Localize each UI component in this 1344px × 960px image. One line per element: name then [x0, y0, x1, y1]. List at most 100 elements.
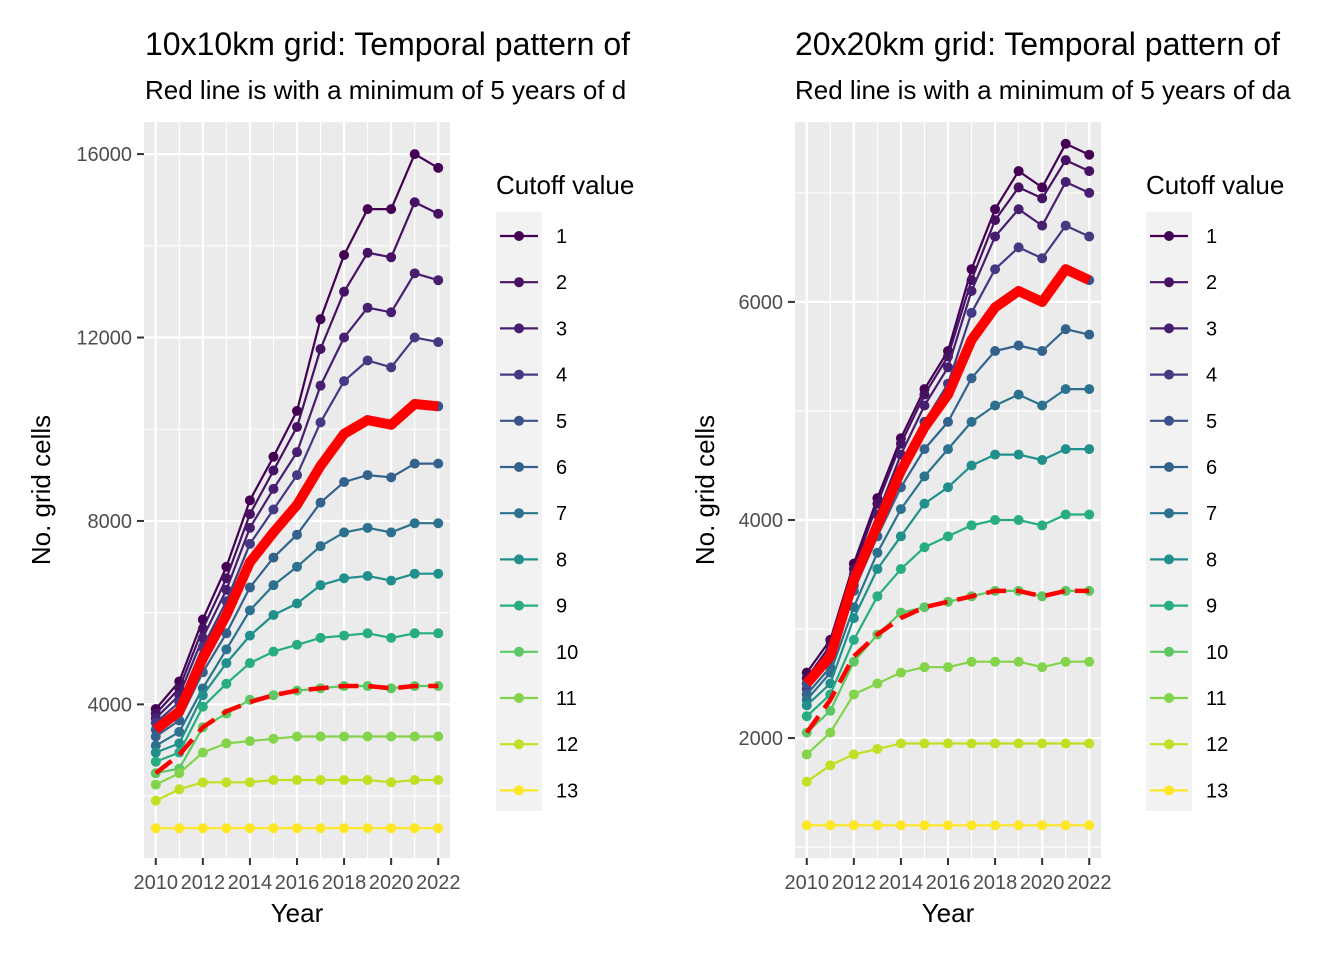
y-axis-ticks: 2000 4000 6000	[739, 292, 795, 750]
legend-key-point	[1164, 600, 1174, 611]
data-point	[386, 777, 397, 788]
series-layer	[801, 138, 1095, 831]
data-point	[315, 314, 326, 325]
data-point	[919, 662, 930, 673]
series-1	[150, 149, 444, 714]
legend-key-point	[1164, 323, 1174, 334]
legend-item-8: 8	[1150, 549, 1217, 571]
series-11	[801, 656, 1095, 760]
x-tick-label: 2012	[832, 872, 877, 894]
data-point	[433, 823, 444, 834]
data-point	[872, 547, 883, 558]
data-point	[943, 531, 953, 542]
legend-key-point	[1164, 508, 1174, 519]
data-point	[990, 204, 1001, 215]
data-point	[386, 362, 397, 373]
legend-label: 10	[1206, 642, 1228, 664]
data-point	[990, 449, 1001, 460]
legend-key-point	[1164, 785, 1174, 796]
data-point	[339, 286, 350, 297]
data-point	[268, 775, 279, 786]
data-point	[244, 522, 255, 533]
data-point	[409, 775, 420, 786]
legend-label: 5	[556, 411, 567, 433]
data-point	[943, 820, 953, 831]
legend-key-point	[1164, 554, 1174, 565]
data-point	[150, 747, 161, 758]
legend-label: 9	[1206, 596, 1217, 618]
data-point	[1060, 176, 1071, 187]
legend-item-2: 2	[1150, 272, 1217, 294]
data-point	[268, 690, 279, 701]
data-point	[174, 726, 185, 737]
data-point	[1060, 324, 1071, 335]
data-point	[339, 630, 350, 641]
data-point	[339, 527, 350, 538]
highlight-thick-line	[152, 399, 439, 734]
legend-key-point	[514, 508, 524, 519]
x-tick-label: 2016	[926, 872, 971, 894]
data-point	[150, 779, 161, 790]
data-point	[433, 628, 444, 639]
data-point	[409, 332, 420, 343]
data-point	[386, 575, 397, 586]
legend-key-point	[514, 231, 524, 241]
data-point	[966, 307, 977, 318]
data-point	[197, 701, 208, 712]
legend-item-5: 5	[500, 411, 567, 433]
data-point	[315, 775, 326, 786]
panel-20km: 20x20km grid: Temporal pattern of Red li…	[690, 26, 1291, 928]
legend-item-3: 3	[500, 318, 567, 340]
legend-item-1: 1	[1150, 226, 1217, 248]
x-tick-label: 2018	[973, 872, 1018, 894]
data-point	[268, 483, 279, 494]
data-point	[1037, 662, 1048, 673]
data-point	[292, 731, 302, 742]
data-point	[1060, 444, 1071, 455]
data-point	[244, 582, 255, 593]
y-tick-label: 8000	[88, 511, 133, 533]
data-point	[872, 820, 883, 831]
x-axis-ticks: 2010 2012 2014 2016 2018 2020 2022	[134, 858, 460, 894]
legend-item-10: 10	[500, 642, 578, 664]
data-point	[362, 302, 373, 313]
data-point	[943, 444, 953, 455]
data-point	[362, 247, 373, 258]
data-point	[848, 613, 859, 624]
data-point	[244, 736, 255, 747]
data-point	[990, 400, 1001, 411]
data-point	[943, 362, 953, 373]
data-point	[221, 823, 232, 834]
legend-label: 12	[556, 734, 578, 756]
data-point	[339, 476, 350, 487]
data-point	[895, 564, 906, 575]
data-point	[872, 591, 883, 602]
series-13	[150, 823, 444, 834]
data-point	[1013, 242, 1024, 253]
series-7	[801, 384, 1095, 705]
series-9	[801, 509, 1095, 722]
legend-item-8: 8	[500, 549, 567, 571]
data-point	[1037, 182, 1048, 193]
data-point	[1084, 444, 1095, 455]
legend-item-3: 3	[1150, 318, 1217, 340]
legend-label: 3	[556, 318, 567, 340]
legend-label: 4	[1206, 365, 1217, 387]
legend-label: 3	[1206, 318, 1217, 340]
data-point	[1084, 166, 1095, 177]
x-axis-title: Year	[922, 898, 975, 928]
data-point	[919, 471, 930, 482]
panel-10km: 10x10km grid: Temporal pattern of Red li…	[26, 26, 634, 928]
data-point	[339, 775, 350, 786]
legend-item-12: 12	[1150, 734, 1228, 756]
data-point	[386, 731, 397, 742]
data-point	[433, 568, 444, 579]
y-tick-label: 4000	[88, 694, 133, 716]
data-point	[292, 421, 302, 432]
data-point	[919, 602, 930, 613]
legend-item-9: 9	[500, 596, 567, 618]
data-point	[244, 605, 255, 616]
data-point	[221, 658, 232, 669]
data-point	[362, 628, 373, 639]
